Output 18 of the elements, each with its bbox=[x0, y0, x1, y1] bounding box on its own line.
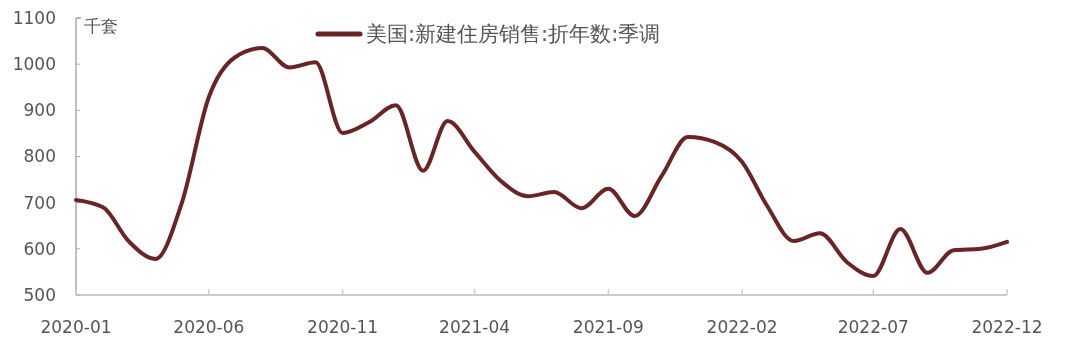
x-tick-label: 2022-02 bbox=[706, 317, 778, 337]
x-tick-label: 2020-01 bbox=[40, 317, 112, 337]
x-tick-label: 2020-11 bbox=[307, 317, 379, 337]
legend-label: 美国:新建住房销售:折年数:季调 bbox=[366, 22, 661, 47]
y-tick-label: 1100 bbox=[12, 7, 56, 28]
x-tick-label: 2022-12 bbox=[971, 317, 1043, 337]
x-tick-label: 2021-04 bbox=[439, 317, 511, 337]
y-tick-label: 800 bbox=[23, 146, 56, 167]
y-tick-label: 600 bbox=[23, 238, 56, 259]
x-tick-label: 2022-07 bbox=[837, 317, 909, 337]
y-axis-title: 千套 bbox=[84, 16, 118, 36]
line-series bbox=[74, 46, 1009, 279]
y-tick-label: 1000 bbox=[12, 54, 56, 75]
y-tick-label: 500 bbox=[23, 284, 56, 305]
x-tick-label: 2021-09 bbox=[572, 317, 644, 337]
x-tick-label: 2020-06 bbox=[173, 317, 245, 337]
y-tick-label: 700 bbox=[23, 192, 56, 213]
y-tick-label: 900 bbox=[23, 100, 56, 121]
